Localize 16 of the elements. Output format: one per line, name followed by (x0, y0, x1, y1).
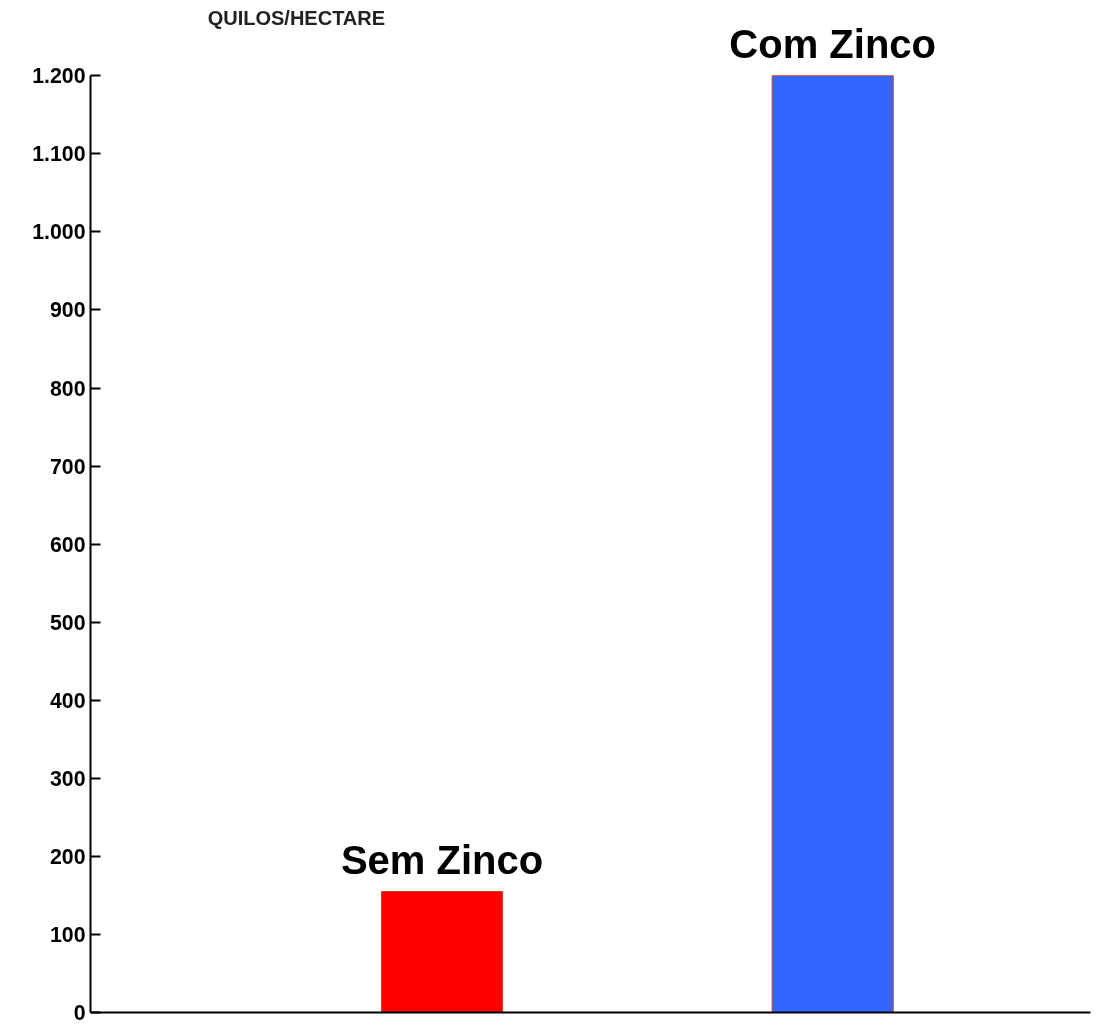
y-tick-label: 500 (49, 610, 86, 635)
y-tick-label: 1.100 (32, 142, 86, 167)
y-axis-title: QUILOS/HECTARE (207, 6, 386, 29)
y-tick-label: 100 (49, 922, 86, 947)
y-tick-label: 800 (49, 376, 86, 401)
y-tick-label: 1.000 (32, 220, 86, 245)
y-tick-label: 900 (49, 298, 86, 323)
y-tick-label: 1.200 (32, 64, 86, 89)
y-tick-label: 200 (49, 844, 86, 869)
y-tick-label: 300 (49, 766, 86, 791)
y-tick-label: 600 (49, 532, 86, 557)
y-tick-label: 700 (49, 454, 86, 479)
x-tick-label: Sem Zinco (340, 837, 544, 882)
x-tick-label: Com Zinco (729, 21, 937, 66)
y-tick-label: 400 (49, 688, 86, 713)
y-tick-label: 0 (73, 1001, 86, 1025)
